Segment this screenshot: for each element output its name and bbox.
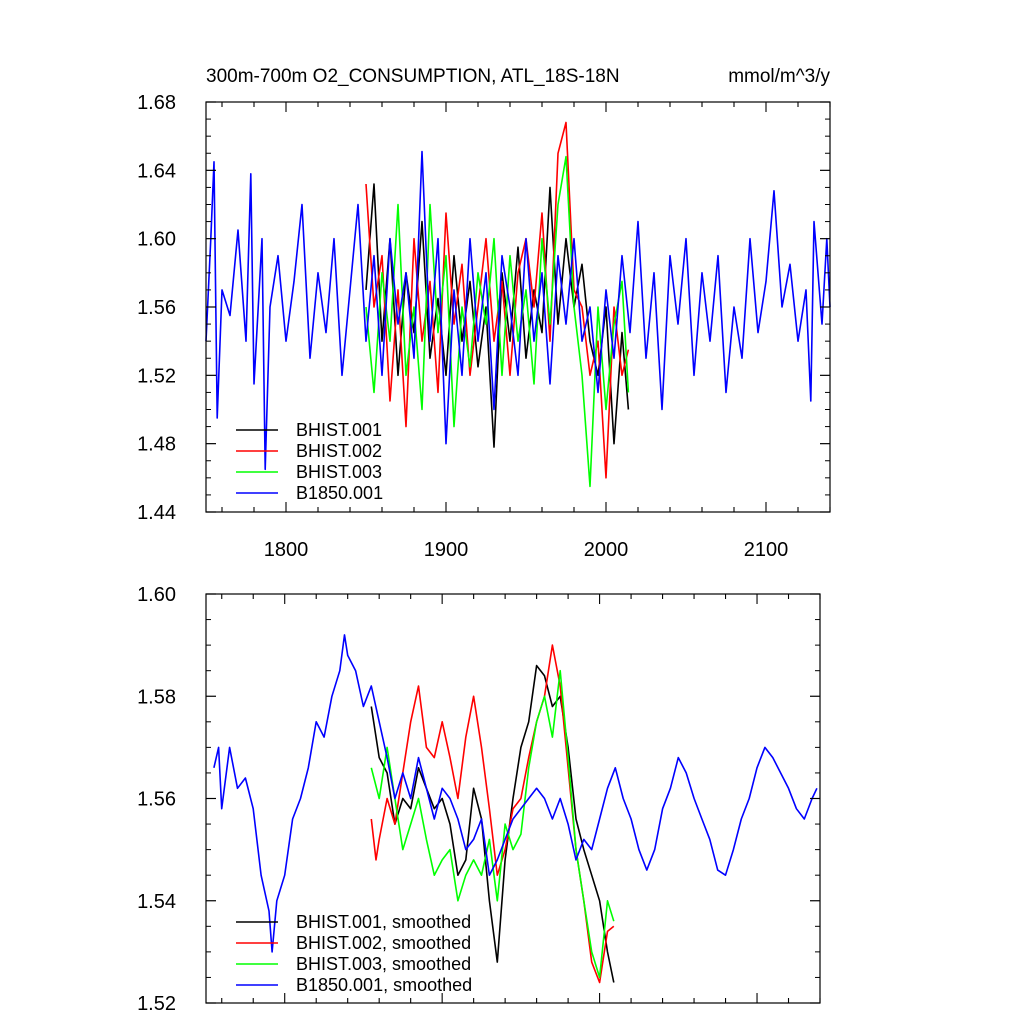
y-tick-label: 1.68 bbox=[137, 92, 176, 114]
legend-label: B1850.001 bbox=[296, 483, 383, 503]
y-tick-label: 1.52 bbox=[137, 365, 176, 387]
series-line-3 bbox=[213, 634, 818, 953]
legend-label: BHIST.002, smoothed bbox=[296, 933, 471, 953]
x-tick-label: 1800 bbox=[264, 539, 309, 561]
y-tick-label: 1.56 bbox=[137, 297, 176, 319]
series-line-2 bbox=[365, 155, 630, 488]
y-tick-label: 1.54 bbox=[137, 891, 176, 913]
legend-label: BHIST.002 bbox=[296, 441, 382, 461]
series-line-3 bbox=[205, 150, 831, 471]
y-tick-label: 1.56 bbox=[137, 789, 176, 811]
series-line-0 bbox=[365, 183, 630, 448]
series-line-0 bbox=[370, 664, 615, 983]
chart-title: 300m-700m O2_CONSUMPTION, ATL_18S-18N bbox=[206, 66, 620, 87]
y-tick-label: 1.58 bbox=[137, 686, 176, 708]
y-tick-label: 1.60 bbox=[137, 229, 176, 251]
legend-label: BHIST.001 bbox=[296, 420, 382, 440]
series-line-2 bbox=[370, 669, 615, 979]
y-tick-label: 1.48 bbox=[137, 434, 176, 456]
units-label: mmol/m^3/y bbox=[728, 66, 830, 87]
x-tick-label: 1900 bbox=[424, 539, 469, 561]
legend-label: BHIST.003 bbox=[296, 462, 382, 482]
x-tick-label: 2100 bbox=[744, 539, 789, 561]
y-tick-label: 1.44 bbox=[137, 502, 176, 524]
legend-label: BHIST.001, smoothed bbox=[296, 912, 471, 932]
top-panel: 1.44 1.48 1.52 1.56 1.60 1.64 1.68 1800 1900 2000… bbox=[137, 92, 831, 561]
y-tick-label: 1.60 bbox=[137, 584, 176, 606]
y-tick-label: 1.52 bbox=[137, 993, 176, 1015]
legend-label: B1850.001, smoothed bbox=[296, 975, 472, 995]
x-tick-label: 2000 bbox=[584, 539, 629, 561]
legend-label: BHIST.003, smoothed bbox=[296, 954, 471, 974]
y-tick-label: 1.64 bbox=[137, 160, 176, 182]
